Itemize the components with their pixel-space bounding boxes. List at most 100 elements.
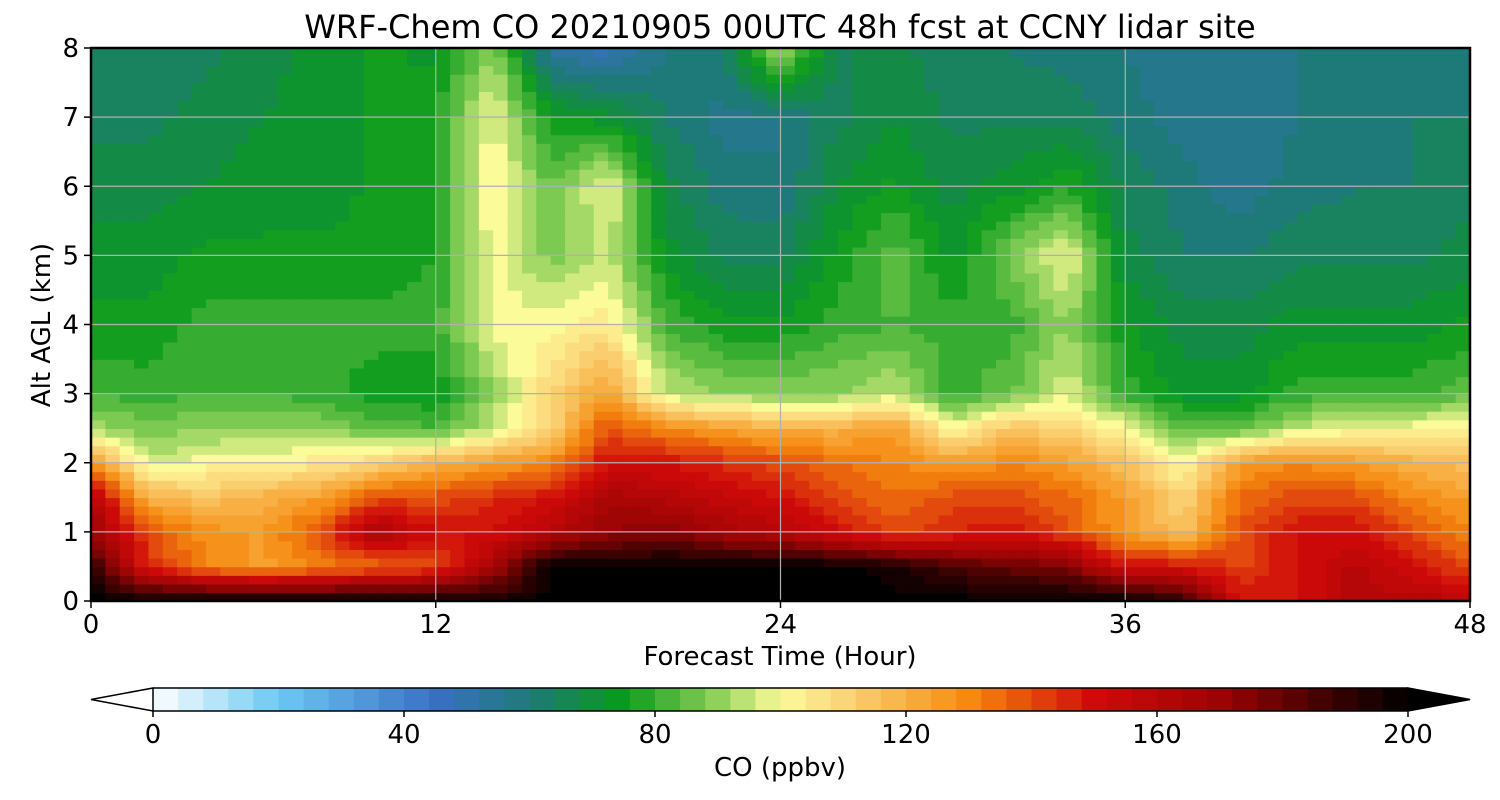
heatmap-cell xyxy=(694,168,710,179)
heatmap-cell xyxy=(1096,540,1112,550)
heatmap-cell xyxy=(622,160,638,170)
heatmap-cell xyxy=(1441,281,1457,291)
heatmap-cell xyxy=(579,168,595,179)
heatmap-cell xyxy=(579,341,595,352)
heatmap-cell xyxy=(249,151,265,162)
heatmap-cell xyxy=(737,333,753,343)
heatmap-cell xyxy=(636,505,653,516)
heatmap-cell xyxy=(866,557,882,568)
heatmap-cell xyxy=(435,229,451,239)
heatmap-cell xyxy=(493,488,509,499)
heatmap-cell xyxy=(205,549,222,559)
heatmap-cell xyxy=(708,186,724,196)
heatmap-cell xyxy=(91,281,107,291)
heatmap-cell xyxy=(694,186,710,196)
heatmap-cell xyxy=(665,359,681,369)
heatmap-cell xyxy=(809,359,825,369)
heatmap-cell xyxy=(794,151,811,162)
heatmap-cell xyxy=(220,454,236,464)
heatmap-cell xyxy=(694,557,710,568)
heatmap-cell xyxy=(1240,203,1256,213)
heatmap-cell xyxy=(177,480,193,490)
heatmap-cell xyxy=(249,324,265,334)
heatmap-cell xyxy=(1283,393,1299,404)
heatmap-cell xyxy=(464,454,480,464)
heatmap-cell xyxy=(464,168,480,179)
heatmap-cell xyxy=(205,194,222,205)
heatmap-cell xyxy=(1024,531,1040,542)
heatmap-cell xyxy=(895,324,911,334)
heatmap-cell xyxy=(809,445,825,455)
heatmap-cell xyxy=(1383,436,1399,447)
heatmap-cell xyxy=(550,212,566,222)
heatmap-cell xyxy=(981,471,997,481)
heatmap-cell xyxy=(895,220,911,231)
heatmap-cell xyxy=(1096,194,1112,205)
heatmap-cell xyxy=(924,462,940,473)
heatmap-cell xyxy=(1082,333,1098,343)
heatmap-cell xyxy=(1153,341,1170,352)
heatmap-cell xyxy=(493,220,509,231)
heatmap-cell xyxy=(995,514,1012,525)
heatmap-cell xyxy=(809,272,825,283)
heatmap-cell xyxy=(593,307,609,317)
heatmap-cell xyxy=(191,505,207,516)
heatmap-cell xyxy=(967,540,983,550)
heatmap-cell xyxy=(148,566,164,576)
heatmap-cell xyxy=(1039,462,1055,473)
heatmap-cell xyxy=(1053,324,1069,334)
heatmap-cell xyxy=(651,428,667,438)
heatmap-cell xyxy=(478,462,494,473)
heatmap-cell xyxy=(809,505,825,516)
heatmap-cell xyxy=(794,324,811,334)
heatmap-cell xyxy=(967,480,983,490)
heatmap-cell xyxy=(1024,428,1040,438)
heatmap-cell xyxy=(105,549,121,559)
heatmap-cell xyxy=(1254,410,1270,421)
heatmap-cell xyxy=(737,393,753,404)
heatmap-cell xyxy=(306,514,322,525)
heatmap-cell xyxy=(708,402,724,412)
heatmap-cell xyxy=(148,583,164,594)
heatmap-cell xyxy=(507,229,523,239)
heatmap-cell xyxy=(407,359,423,369)
heatmap-cell xyxy=(1182,523,1198,533)
heatmap-cell xyxy=(1082,480,1098,490)
heatmap-cell xyxy=(162,488,178,499)
heatmap-cell xyxy=(995,341,1012,352)
heatmap-cell xyxy=(1225,212,1241,222)
heatmap-cell xyxy=(967,454,983,464)
heatmap-cell xyxy=(1326,384,1342,395)
heatmap-cell xyxy=(478,359,494,369)
heatmap-cell xyxy=(866,402,882,412)
heatmap-cell xyxy=(708,445,724,455)
heatmap-cell xyxy=(1082,315,1098,326)
heatmap-cell xyxy=(249,333,265,343)
heatmap-cell xyxy=(521,523,538,533)
heatmap-cell xyxy=(1024,341,1040,352)
heatmap-cell xyxy=(91,445,107,455)
heatmap-cell xyxy=(1010,462,1026,473)
heatmap-cell xyxy=(349,298,365,309)
heatmap-cell xyxy=(1082,531,1098,542)
heatmap-cell xyxy=(651,462,667,473)
heatmap-cell xyxy=(1254,333,1270,343)
heatmap-cell xyxy=(924,272,940,283)
heatmap-cell xyxy=(536,264,552,274)
heatmap-cell xyxy=(521,384,538,395)
heatmap-cell xyxy=(1412,194,1428,205)
heatmap-cell xyxy=(679,488,696,499)
heatmap-cell xyxy=(608,445,624,455)
heatmap-cell xyxy=(737,514,753,525)
heatmap-cell xyxy=(1096,160,1112,170)
heatmap-cell xyxy=(1125,298,1141,309)
heatmap-cell xyxy=(780,203,796,213)
heatmap-cell xyxy=(981,324,997,334)
heatmap-cell xyxy=(708,480,724,490)
heatmap-cell xyxy=(249,203,265,213)
heatmap-cell xyxy=(234,264,250,274)
heatmap-cell xyxy=(1369,151,1385,162)
heatmap-cell xyxy=(464,229,480,239)
heatmap-cell xyxy=(363,523,380,533)
heatmap-cell xyxy=(1455,255,1470,265)
